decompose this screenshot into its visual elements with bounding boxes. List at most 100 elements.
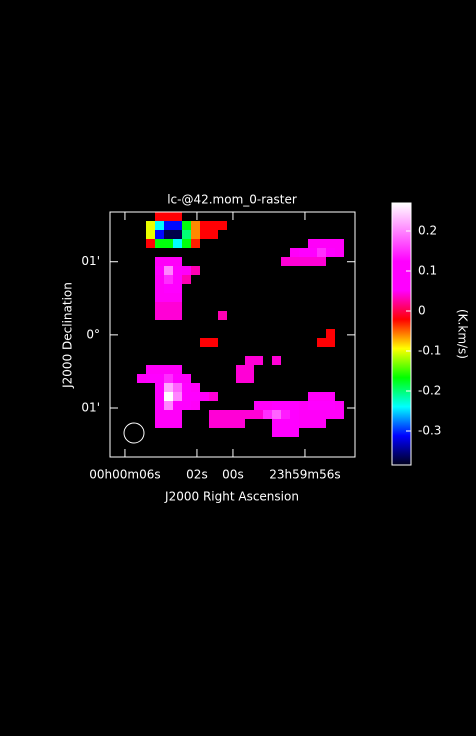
chart-title: lc-@42.mom_0-raster <box>167 193 297 207</box>
pixel <box>299 248 308 257</box>
pixel <box>155 257 164 266</box>
pixel <box>155 419 164 428</box>
pixel <box>218 221 227 230</box>
pixel <box>173 266 182 275</box>
pixel <box>164 257 173 266</box>
pixel <box>335 248 344 257</box>
pixel <box>155 392 164 401</box>
pixel <box>173 374 182 383</box>
pixel <box>335 401 344 410</box>
pixel <box>317 419 326 428</box>
pixel <box>173 239 182 248</box>
pixel <box>290 428 299 437</box>
pixel <box>254 410 263 419</box>
pixel <box>299 410 308 419</box>
pixel <box>245 356 254 365</box>
pixel <box>164 230 173 239</box>
pixel <box>335 239 344 248</box>
pixel <box>173 230 182 239</box>
pixel <box>290 257 299 266</box>
y-tick-label: 0° <box>86 327 100 341</box>
pixel <box>173 212 182 221</box>
pixel <box>308 392 317 401</box>
pixel <box>308 248 317 257</box>
pixel <box>200 230 209 239</box>
colorbar <box>391 202 412 466</box>
pixel <box>155 410 164 419</box>
pixel <box>290 401 299 410</box>
pixel <box>164 302 173 311</box>
pixel <box>191 266 200 275</box>
pixel <box>173 302 182 311</box>
pixel <box>164 401 173 410</box>
pixel <box>299 257 308 266</box>
pixel <box>155 311 164 320</box>
pixel <box>200 221 209 230</box>
pixel <box>164 293 173 302</box>
colorbar-tick-label: 0.1 <box>418 264 437 278</box>
pixel <box>182 275 191 284</box>
pixel <box>173 365 182 374</box>
pixel <box>164 383 173 392</box>
pixel <box>290 248 299 257</box>
pixel <box>182 239 191 248</box>
pixel <box>281 257 290 266</box>
pixel <box>263 410 272 419</box>
pixel <box>317 248 326 257</box>
pixel <box>227 419 236 428</box>
colorbar-tick-label: 0.2 <box>418 224 437 238</box>
x-tick-label: 02s <box>186 468 208 482</box>
pixel <box>173 311 182 320</box>
pixel <box>146 230 155 239</box>
pixel <box>173 419 182 428</box>
pixel <box>317 239 326 248</box>
pixel <box>209 410 218 419</box>
pixel <box>245 410 254 419</box>
pixel <box>155 275 164 284</box>
pixel <box>308 401 317 410</box>
pixel <box>173 221 182 230</box>
pixel <box>137 374 146 383</box>
pixel <box>290 419 299 428</box>
pixel <box>218 410 227 419</box>
x-tick-label: 00h00m06s <box>89 468 160 482</box>
pixel <box>317 401 326 410</box>
pixel <box>164 275 173 284</box>
pixel <box>218 419 227 428</box>
pixel <box>299 419 308 428</box>
pixel <box>317 257 326 266</box>
pixel <box>317 392 326 401</box>
pixel <box>164 266 173 275</box>
pixel <box>191 221 200 230</box>
pixel <box>164 392 173 401</box>
pixel <box>173 257 182 266</box>
colorbar-tick-label: -0.2 <box>418 384 441 398</box>
pixel <box>146 374 155 383</box>
y-tick-label: 01' <box>81 254 100 268</box>
pixel <box>335 410 344 419</box>
pixel <box>227 410 236 419</box>
pixel <box>209 221 218 230</box>
pixel <box>164 311 173 320</box>
pixel <box>155 293 164 302</box>
pixel <box>173 392 182 401</box>
pixel <box>164 221 173 230</box>
y-tick-label: 01' <box>81 401 100 415</box>
pixel <box>155 302 164 311</box>
pixel <box>155 266 164 275</box>
pixel <box>173 275 182 284</box>
pixel <box>146 221 155 230</box>
pixel <box>317 410 326 419</box>
pixel <box>326 410 335 419</box>
pixel <box>236 365 245 374</box>
pixel <box>173 284 182 293</box>
pixel <box>173 293 182 302</box>
pixel <box>200 392 209 401</box>
pixel <box>200 338 209 347</box>
pixel <box>209 338 218 347</box>
pixel <box>317 338 326 347</box>
pixel <box>281 419 290 428</box>
pixel <box>164 374 173 383</box>
beam <box>123 422 145 444</box>
